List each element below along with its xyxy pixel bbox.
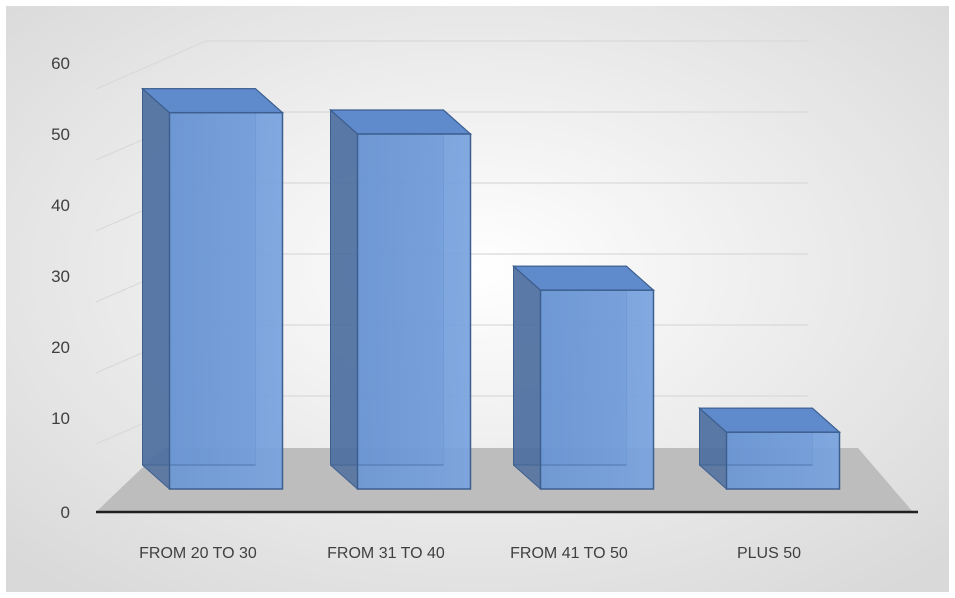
y-axis-ticks: 0 10 20 30 40 50 60 <box>51 54 70 522</box>
y-tick-label: 10 <box>51 409 70 428</box>
bar-3 <box>511 265 656 491</box>
y-tick-label: 20 <box>51 338 70 357</box>
bars <box>140 87 842 491</box>
bar-side-face <box>330 108 358 491</box>
bar-front-face <box>168 111 284 490</box>
bar-side-face <box>513 265 541 491</box>
gridline-60 <box>95 40 808 90</box>
bar-front-face <box>725 431 841 490</box>
y-tick-label: 40 <box>51 196 70 215</box>
x-category-label: FROM 31 TO 40 <box>327 545 445 562</box>
bar-4 <box>697 407 842 491</box>
bar-front-face <box>356 133 472 490</box>
bar-1 <box>140 87 285 491</box>
y-tick-label: 50 <box>51 125 70 144</box>
x-axis-categories: FROM 20 TO 30 FROM 31 TO 40 FROM 41 TO 50 P… <box>139 545 801 562</box>
y-tick-label: 60 <box>51 54 70 73</box>
x-category-label: PLUS 50 <box>737 545 801 562</box>
x-category-label: FROM 20 TO 30 <box>139 545 257 562</box>
y-tick-label: 30 <box>51 267 70 286</box>
bar-2 <box>328 108 473 491</box>
bar-side-face <box>142 87 170 491</box>
bar-front-face <box>539 289 655 490</box>
y-tick-label: 0 <box>61 503 70 522</box>
x-category-label: FROM 41 TO 50 <box>510 545 628 562</box>
